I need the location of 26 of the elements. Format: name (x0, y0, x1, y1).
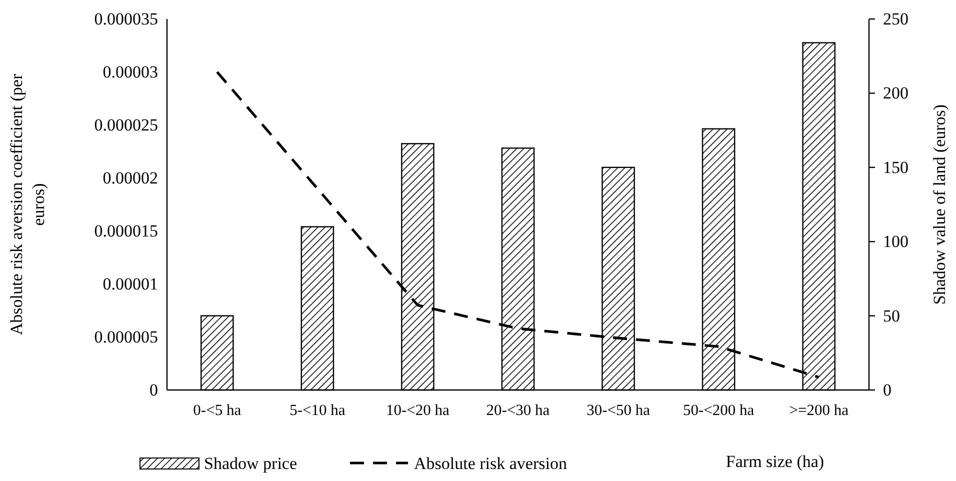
legend-label: Absolute risk aversion (414, 454, 568, 473)
y2-axis-title: Shadow value of land (euros) (930, 104, 949, 305)
x-tick-label: >=200 ha (789, 402, 849, 419)
y-tick-label: 0.000035 (94, 10, 158, 28)
x-axis-title: Farm size (ha) (726, 452, 824, 471)
y2-tick-label: 150 (883, 158, 908, 177)
y-tick-label: 0.00002 (102, 168, 158, 188)
y-tick-label: 0 (150, 380, 158, 400)
x-tick-label: 20-<30 ha (486, 402, 550, 419)
x-tick-label: 10-<20 ha (386, 402, 450, 419)
y-tick-label: 0.00001 (102, 274, 158, 294)
y2-tick-label: 100 (883, 232, 908, 252)
x-tick-label: 5-<10 ha (290, 402, 346, 419)
y-axis-title: Absolute risk aversion coefficient (per euros) (7, 74, 48, 336)
y2-tick-label: 50 (883, 306, 900, 326)
x-tick-label: 50-<200 ha (682, 402, 754, 419)
y2-tick-label: 0 (883, 380, 892, 400)
x-tick-label: 30-<50 ha (586, 402, 650, 419)
legend-label: Shadow price (204, 454, 298, 473)
y-tick-label: 0.00003 (102, 62, 158, 82)
y-tick-label: 0.000015 (94, 222, 158, 240)
y2-tick-label: 250 (883, 10, 908, 28)
x-tick-label: 0-<5 ha (193, 402, 242, 419)
y-tick-label: 0.000005 (94, 328, 158, 346)
y2-tick-label: 200 (883, 84, 908, 103)
y-tick-label: 0.000025 (94, 116, 158, 134)
